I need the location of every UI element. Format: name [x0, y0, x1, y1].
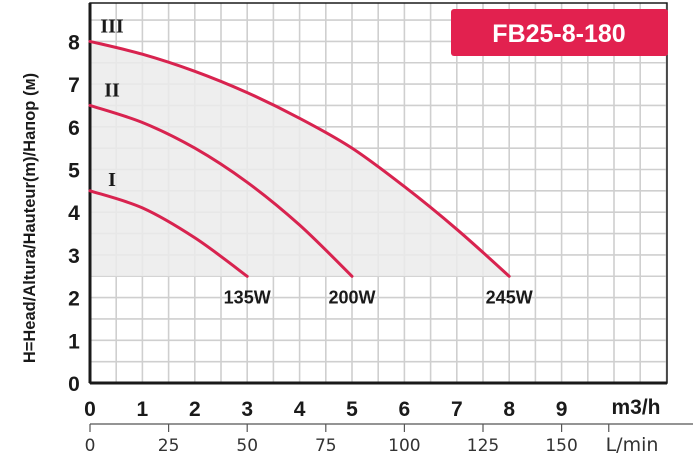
x-tick-label: 7 — [451, 398, 463, 421]
x-axis-unit-lmin: L/min — [606, 434, 659, 456]
lmin-tick-label: 50 — [236, 436, 258, 456]
lmin-tick-label: 25 — [158, 436, 180, 456]
y-tick-label: 7 — [68, 74, 80, 97]
y-tick-label: 0 — [68, 373, 80, 396]
title-badge — [451, 9, 668, 56]
x-tick-label: 2 — [189, 398, 201, 421]
x-tick-label: 6 — [399, 398, 411, 421]
x-tick-label: 1 — [137, 398, 149, 421]
y-tick-label: 4 — [68, 202, 80, 225]
curve-id-II: II — [104, 79, 120, 101]
y-tick-label: 5 — [68, 160, 80, 183]
chart-title: FB25-8-180 — [492, 20, 625, 48]
y-tick-label: 1 — [68, 330, 80, 353]
y-axis-label: H=Head/Altura/Hauteur(m)/Напор (м) — [21, 73, 39, 363]
power-label-200W: 200W — [328, 287, 375, 307]
curve-labels: 135W I 200W II 245W III — [100, 15, 532, 307]
y-tick-label: 6 — [68, 117, 80, 140]
curve-II — [88, 103, 354, 278]
curve-id-III: III — [100, 15, 124, 37]
y-tick-label: 8 — [68, 31, 80, 54]
curve-I — [88, 189, 249, 278]
operating-area-fill — [90, 41, 510, 277]
x-tick-label: 0 — [84, 398, 96, 421]
operating-area — [90, 41, 510, 277]
lmin-tick-label: 150 — [545, 436, 577, 456]
power-label-245W: 245W — [486, 287, 533, 307]
curve-id-I: I — [108, 169, 116, 191]
y-tick-label: 2 — [68, 288, 80, 311]
curves — [88, 39, 511, 278]
axes: 0 1 2 3 4 5 6 7 8 9 0 1 2 3 4 5 6 7 8 0 25 50 75 100 125 150 — [68, 31, 693, 456]
x-tick-label: 8 — [503, 398, 515, 421]
power-label-135W: 135W — [224, 287, 271, 307]
curve-III — [88, 39, 511, 278]
x-axis-unit-m3h: m3/h — [611, 396, 660, 419]
x-tick-label: 5 — [346, 398, 358, 421]
lmin-tick-label: 0 — [85, 436, 96, 456]
y-tick-label: 3 — [68, 245, 80, 268]
lmin-tick-label: 100 — [388, 436, 420, 456]
x-tick-label: 3 — [241, 398, 253, 421]
x-tick-label: 4 — [294, 398, 306, 421]
plot-frame — [88, 2, 668, 385]
lmin-tick-label: 125 — [467, 436, 499, 456]
x-tick-label: 9 — [556, 398, 568, 421]
lmin-tick-label: 75 — [315, 436, 337, 456]
